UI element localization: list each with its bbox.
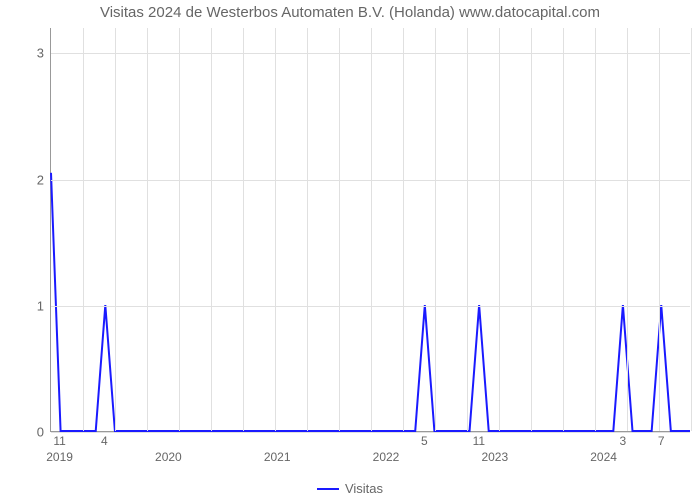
legend: Visitas [0,477,700,497]
gridline-v [435,28,436,431]
x-point-label: 5 [421,434,428,448]
gridline-v [531,28,532,431]
gridline-v [627,28,628,431]
y-tick-label: 3 [4,46,44,61]
gridline-v [339,28,340,431]
gridline-h [51,432,690,433]
chart-container: Visitas 2024 de Westerbos Automaten B.V.… [0,0,700,500]
x-point-label: 11 [473,434,485,448]
x-year-label: 2024 [590,450,617,464]
x-year-label: 2023 [481,450,508,464]
gridline-v [371,28,372,431]
gridline-v [179,28,180,431]
plot-area [50,28,690,432]
y-tick-label: 1 [4,298,44,313]
x-point-label: 11 [53,434,65,448]
gridline-h [51,180,690,181]
gridline-v [115,28,116,431]
x-year-label: 2020 [155,450,182,464]
gridline-v [211,28,212,431]
gridline-v [403,28,404,431]
gridline-v [243,28,244,431]
gridline-v [307,28,308,431]
legend-swatch [317,488,339,490]
gridline-v [275,28,276,431]
x-point-label: 7 [658,434,665,448]
gridline-h [51,306,690,307]
gridline-v [467,28,468,431]
x-year-label: 2019 [46,450,73,464]
y-tick-label: 2 [4,172,44,187]
gridline-v [659,28,660,431]
gridline-v [499,28,500,431]
chart-title: Visitas 2024 de Westerbos Automaten B.V.… [0,4,700,21]
x-year-label: 2022 [373,450,400,464]
gridline-v [83,28,84,431]
x-point-label: 4 [101,434,108,448]
legend-item-visitas: Visitas [317,481,383,496]
x-year-label: 2021 [264,450,291,464]
gridline-v [147,28,148,431]
x-point-label: 3 [619,434,626,448]
gridline-v [691,28,692,431]
gridline-v [595,28,596,431]
legend-label: Visitas [345,481,383,496]
gridline-v [563,28,564,431]
gridline-h [51,53,690,54]
y-tick-label: 0 [4,425,44,440]
